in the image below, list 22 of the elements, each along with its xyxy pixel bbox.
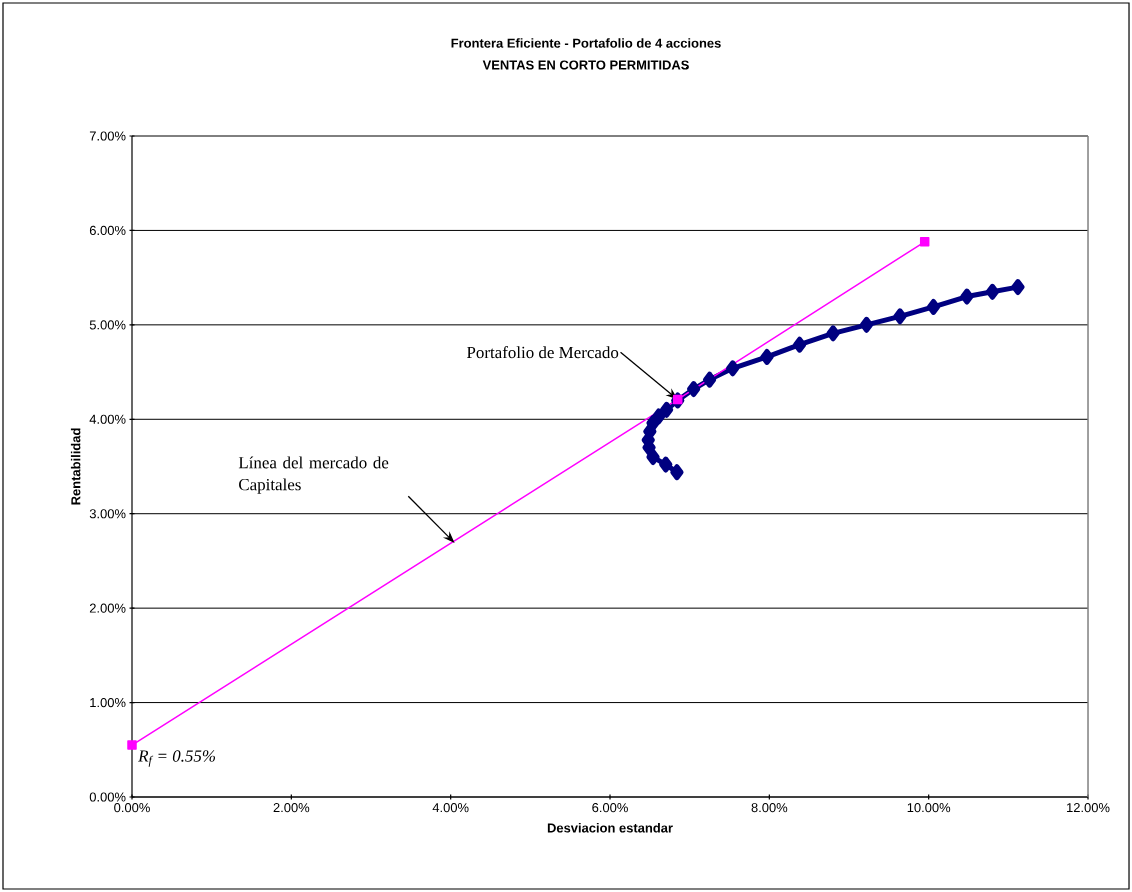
y-tick-label: 0.00% — [89, 792, 126, 802]
annotation: Línea del mercado de Capitales — [238, 456, 389, 494]
y-tick-label: 1.00% — [90, 697, 126, 708]
x-tick-label: 12.00% — [1067, 803, 1110, 813]
x-tick-label: 8.00% — [751, 803, 788, 813]
chart-title: Frontera Eficiente - Portafolio de 4 acciones — [451, 38, 721, 48]
x-tick-label: 6.00% — [592, 803, 628, 813]
y-tick-label: 2.00% — [89, 603, 126, 613]
y-tick-label: 5.00% — [89, 320, 126, 330]
y-axis-title: Rentabilidad — [70, 428, 81, 505]
x-tick-label: 0.00% — [114, 803, 150, 813]
x-tick-label: 10.00% — [907, 803, 951, 813]
x-tick-label: 4.00% — [432, 803, 469, 813]
x-axis-title: Desviacion estandar — [547, 823, 673, 833]
chart-subtitle: VENTAS EN CORTO PERMITIDAS — [482, 60, 689, 70]
x-tick-label: 2.00% — [273, 803, 310, 813]
y-tick-label: 3.00% — [89, 509, 126, 519]
y-tick-label: 6.00% — [89, 225, 126, 236]
annotation: Portafolio de Mercado — [466, 346, 619, 359]
y-tick-label: 4.00% — [89, 414, 126, 424]
annotation: R$_{f}$ = 0.55% — [138, 750, 216, 767]
y-tick-label: 7.00% — [89, 131, 126, 141]
